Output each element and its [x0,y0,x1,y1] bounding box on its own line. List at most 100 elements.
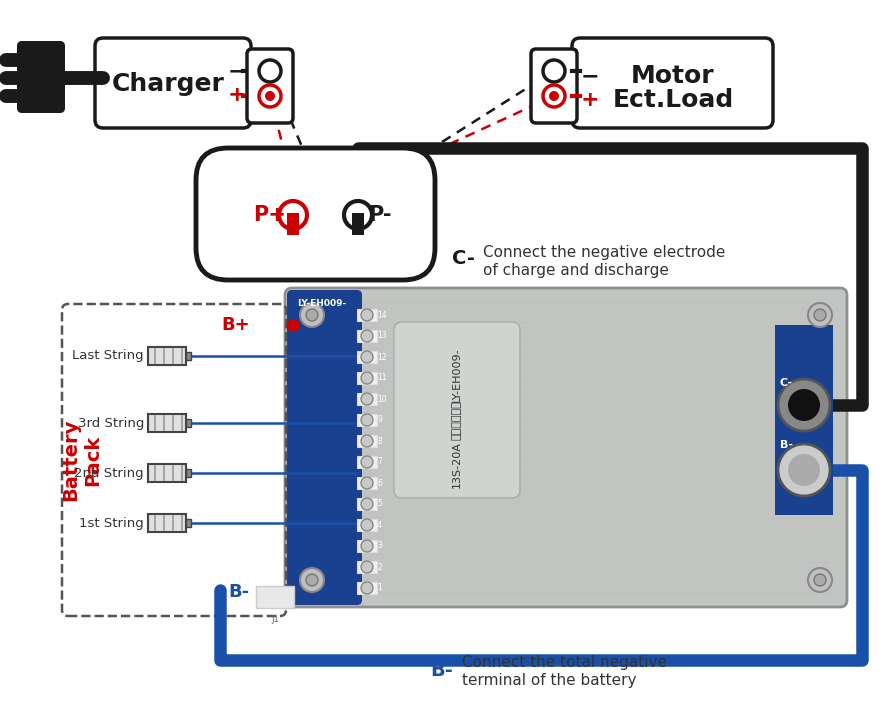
Bar [357,414,377,426]
Bar [357,561,377,573]
Circle shape [300,568,324,592]
Bar [357,330,377,342]
Text: 10: 10 [377,395,386,404]
FancyBboxPatch shape [287,290,362,605]
Text: 7: 7 [377,458,382,467]
Bar [357,498,377,510]
Circle shape [344,201,372,229]
Circle shape [814,309,826,321]
Bar [352,213,364,235]
Bar [148,414,186,432]
Bar [186,469,191,477]
Circle shape [259,60,281,82]
Bar [148,464,186,482]
Circle shape [361,582,373,594]
Circle shape [306,574,318,586]
Text: −: − [581,66,599,86]
Circle shape [279,201,307,229]
Circle shape [361,477,373,489]
Text: Motor: Motor [631,64,715,88]
Text: B-: B- [229,583,250,601]
FancyBboxPatch shape [17,41,65,113]
Bar [357,519,377,531]
Text: 6: 6 [377,479,382,487]
Circle shape [361,498,373,510]
Text: B-: B- [780,440,793,450]
Text: −: − [228,61,247,81]
Circle shape [361,414,373,426]
Text: 3rd String: 3rd String [78,416,144,430]
Bar [775,325,833,515]
Circle shape [808,303,832,327]
Bar [357,540,377,552]
Text: Connect the negative electrode: Connect the negative electrode [483,244,726,260]
Text: Battery
Pack: Battery Pack [62,419,103,501]
Bar [186,419,191,427]
Circle shape [361,456,373,468]
Text: 4: 4 [377,520,382,529]
Circle shape [788,389,820,421]
Circle shape [361,540,373,552]
Circle shape [361,519,373,531]
Text: 9: 9 [377,416,382,425]
Text: 2nd String: 2nd String [74,467,144,479]
FancyBboxPatch shape [285,288,847,607]
FancyBboxPatch shape [247,49,293,123]
Bar [357,372,377,384]
Text: C-: C- [780,378,793,388]
Circle shape [361,435,373,447]
FancyBboxPatch shape [531,49,577,123]
Circle shape [361,309,373,321]
Text: 3: 3 [377,541,382,550]
Text: 8: 8 [377,437,382,446]
Circle shape [543,60,565,82]
Circle shape [808,568,832,592]
Bar [256,586,294,608]
Bar [357,582,377,594]
Text: 13: 13 [377,331,386,340]
Text: terminal of the battery: terminal of the battery [462,673,636,687]
Text: of charge and discharge: of charge and discharge [483,263,669,277]
Text: C-: C- [452,249,475,267]
Text: 13S-20A: 13S-20A [452,442,462,489]
Bar [357,309,377,321]
Circle shape [300,303,324,327]
Text: 5: 5 [377,500,382,508]
Text: Ect.Load: Ect.Load [613,88,734,112]
Bar [186,519,191,527]
Circle shape [361,393,373,405]
Text: 2: 2 [377,562,382,571]
Text: J1: J1 [271,616,278,625]
Circle shape [778,379,830,431]
Text: B-: B- [430,661,453,680]
Text: LY-EH009-: LY-EH009- [297,298,347,307]
Text: 14: 14 [377,310,386,319]
Bar [357,393,377,405]
Bar [357,456,377,468]
Bar [357,477,377,489]
Bar [148,347,186,365]
Text: +: + [228,85,247,105]
Bar [357,435,377,447]
Circle shape [778,444,830,496]
Text: 1st String: 1st String [80,517,144,529]
FancyBboxPatch shape [394,322,520,498]
Bar [357,351,377,363]
FancyBboxPatch shape [196,148,435,280]
Circle shape [543,85,565,107]
Circle shape [361,561,373,573]
Text: P-: P- [369,205,392,225]
Text: Connect the total negative: Connect the total negative [462,656,667,670]
Circle shape [549,91,559,101]
Text: Charger: Charger [111,72,225,96]
Text: 11: 11 [377,373,386,383]
Circle shape [361,372,373,384]
Bar [186,352,191,360]
Text: 1: 1 [377,583,382,592]
Circle shape [814,574,826,586]
Bar [148,514,186,532]
Circle shape [306,309,318,321]
Circle shape [265,91,275,101]
Bar [287,213,299,235]
Text: +: + [581,90,599,110]
